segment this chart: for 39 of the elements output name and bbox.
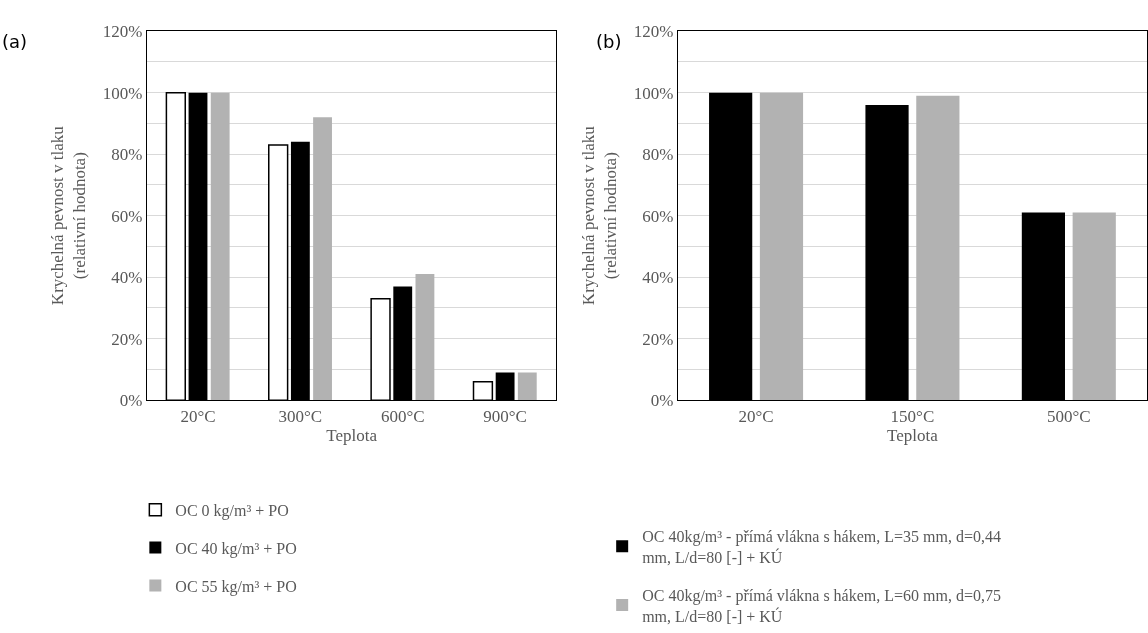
bar [759,92,804,401]
legend-label: OC 0 kg/m³ + PO [175,502,289,521]
y-tick-label: 0% [119,391,143,411]
y-tick-label: 40% [642,268,674,288]
y-tick-label: 80% [642,145,674,165]
legend-label: OC 40kg/m³ - přímá vlákna s hákem, L=35 mm, d=0,44 mm, L/d=80 [-] + KÚ [642,528,1001,566]
x-axis-title: Teplota [326,425,378,445]
chart-title: (b) [596,31,622,52]
y-tick-label: 20% [642,329,674,349]
y-tick-label: 0% [650,391,674,411]
y-tick-label: 120% [633,22,674,42]
y-tick-label: 60% [111,206,143,226]
legend-label: OC 40 kg/m³ + PO [175,539,297,558]
bar [415,274,435,401]
y-tick-label: 120% [102,22,143,42]
bar [1072,212,1116,401]
chart-title: (a) [2,31,28,52]
bar [210,92,230,401]
y-tick-label: 60% [642,206,674,226]
bar [517,372,537,401]
y-axis-title: Krychelná pevnost v tlaku (relativní hodnota) [48,125,90,306]
y-tick-label: 80% [111,145,143,165]
bar [313,117,332,401]
legend-label: OC 55 kg/m³ + PO [175,577,297,596]
x-tick-label: 20°C [738,406,774,426]
x-tick-label: 600°C [380,406,425,426]
x-tick-label: 900°C [483,406,527,426]
y-tick-label: 100% [633,83,674,103]
legend-label: OC 40kg/m³ - přímá vlákna s hákem, L=60 mm, d=0,75 mm, L/d=80 [-] + KÚ [642,586,1001,625]
y-tick-label: 100% [102,83,143,103]
x-tick-label: 300°C [278,406,323,426]
x-tick-label: 20°C [180,406,216,426]
y-tick-label: 20% [111,329,143,349]
x-axis-title: Teplota [887,425,939,445]
y-tick-label: 40% [111,268,143,288]
bar [916,95,960,401]
y-axis-title: Krychelná pevnost v tlaku (relativní hodnota) [579,125,621,306]
x-tick-label: 150°C [890,406,935,426]
x-tick-label: 500°C [1047,406,1091,426]
